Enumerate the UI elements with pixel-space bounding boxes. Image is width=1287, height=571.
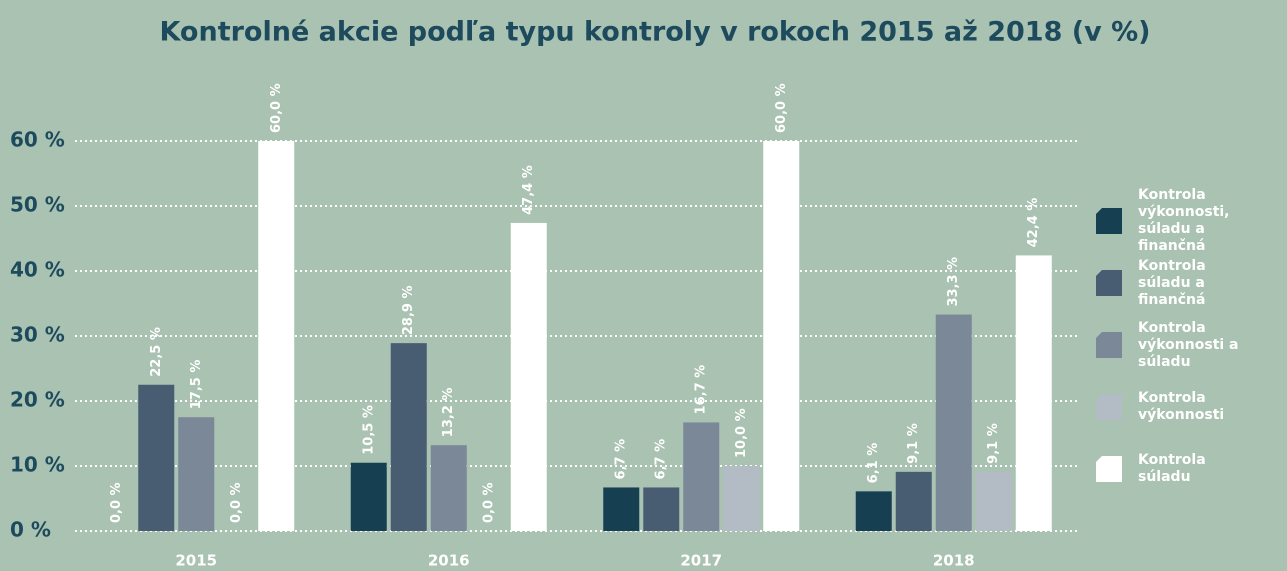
- y-tick-label: 40 %: [10, 258, 65, 282]
- y-tick-label: 60 %: [10, 128, 65, 152]
- value-label: 13,2 %: [441, 388, 456, 438]
- y-tick-label: 50 %: [10, 193, 65, 217]
- x-tick-label: 2016: [428, 552, 470, 570]
- bar: [683, 422, 720, 531]
- value-label: 33,3 %: [946, 257, 961, 307]
- value-label: 60,0 %: [774, 83, 789, 133]
- y-tick-label: 10 %: [10, 453, 65, 477]
- bar: [390, 343, 427, 531]
- bar: [603, 487, 640, 531]
- legend-item: Kontrola súladu: [1096, 438, 1287, 500]
- value-label: 10,5 %: [361, 405, 376, 455]
- bar: [138, 384, 175, 531]
- legend-label: Kontrola súladu a finančná: [1138, 257, 1206, 308]
- bar: [1015, 255, 1052, 531]
- chart-title: Kontrolné akcie podľa typu kontroly v ro…: [159, 17, 1150, 48]
- legend-label: Kontrola súladu: [1138, 452, 1206, 485]
- x-tick-label: 2018: [933, 552, 975, 570]
- legend-swatch: [1096, 456, 1122, 482]
- bar: [855, 491, 892, 531]
- legend-swatch: [1096, 208, 1122, 234]
- legend-item: Kontrola súladu a finančná: [1096, 252, 1287, 314]
- value-label: 6,7 %: [614, 439, 629, 480]
- value-label: 47,4 %: [521, 165, 536, 215]
- value-label: 60,0 %: [269, 83, 284, 133]
- value-label: 0,0 %: [481, 482, 496, 523]
- y-tick-label: 30 %: [10, 323, 65, 347]
- y-tick-label: 20 %: [10, 388, 65, 412]
- value-label: 0,0 %: [229, 482, 244, 523]
- bar: [350, 462, 387, 531]
- legend-swatch: [1096, 270, 1122, 296]
- legend-label: Kontrola výkonnosti a súladu: [1138, 319, 1239, 370]
- value-label: 28,9 %: [401, 286, 416, 336]
- value-label: 42,4 %: [1026, 198, 1041, 248]
- bar: [258, 141, 295, 531]
- bar: [895, 471, 932, 531]
- legend-item: Kontrola výkonnosti: [1096, 376, 1287, 438]
- legend: Kontrola výkonnosti, súladu a finančná Ko…: [1096, 187, 1287, 500]
- bar: [178, 417, 215, 531]
- legend-swatch: [1096, 394, 1122, 420]
- bar: [643, 487, 680, 531]
- bar: [430, 445, 467, 531]
- value-label: 10,0 %: [734, 408, 749, 458]
- bar: [510, 222, 547, 531]
- value-label: 6,1 %: [866, 443, 881, 484]
- legend-label: Kontrola výkonnosti, súladu a finančná: [1138, 187, 1230, 254]
- value-label: 0,0 %: [109, 482, 124, 523]
- legend-item: Kontrola výkonnosti, súladu a finančná: [1096, 187, 1287, 254]
- bar: [975, 471, 1012, 531]
- legend-label: Kontrola výkonnosti: [1138, 390, 1225, 423]
- bar: [935, 314, 972, 531]
- value-label: 9,1 %: [906, 423, 921, 464]
- legend-item: Kontrola výkonnosti a súladu: [1096, 314, 1287, 376]
- bar: [763, 141, 800, 531]
- x-tick-label: 2015: [175, 552, 217, 570]
- x-tick-label: 2017: [680, 552, 722, 570]
- value-label: 22,5 %: [149, 327, 164, 377]
- value-label: 17,5 %: [189, 360, 204, 410]
- y-tick-label: 0 %: [10, 518, 51, 542]
- value-label: 9,1 %: [986, 423, 1001, 464]
- bar: [723, 466, 760, 531]
- value-label: 6,7 %: [654, 439, 669, 480]
- legend-swatch: [1096, 332, 1122, 358]
- value-label: 16,7 %: [694, 365, 709, 415]
